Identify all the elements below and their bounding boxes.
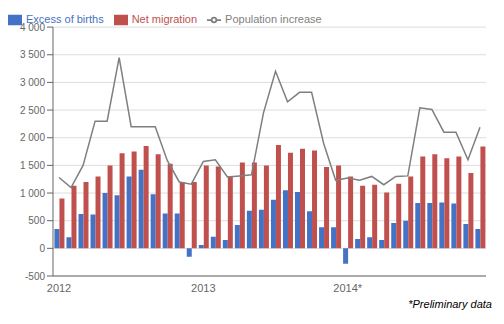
svg-text:3 000: 3 000: [20, 77, 45, 88]
svg-text:2 500: 2 500: [20, 105, 45, 116]
svg-text:3 500: 3 500: [20, 49, 45, 60]
html-text:Excess of births: Excess of births: [26, 13, 104, 25]
svg-text:1 500: 1 500: [20, 160, 45, 171]
svg-text:0: 0: [39, 243, 45, 254]
svg-text:4 000: 4 000: [20, 22, 45, 33]
svg-text:1 000: 1 000: [20, 188, 45, 199]
html-text:Net migration: Net migration: [131, 13, 198, 25]
svg-text:2014*: 2014*: [333, 282, 362, 294]
svg-text:2 000: 2 000: [20, 132, 45, 143]
svg-text:2012: 2012: [47, 282, 71, 294]
html-text:*Preliminary data: *Preliminary data: [408, 298, 492, 310]
svg-text:2013: 2013: [191, 282, 215, 294]
svg-text:500: 500: [28, 215, 45, 226]
svg-text:-500: -500: [25, 271, 45, 282]
html-text:Population increase: Population increase: [225, 13, 322, 25]
